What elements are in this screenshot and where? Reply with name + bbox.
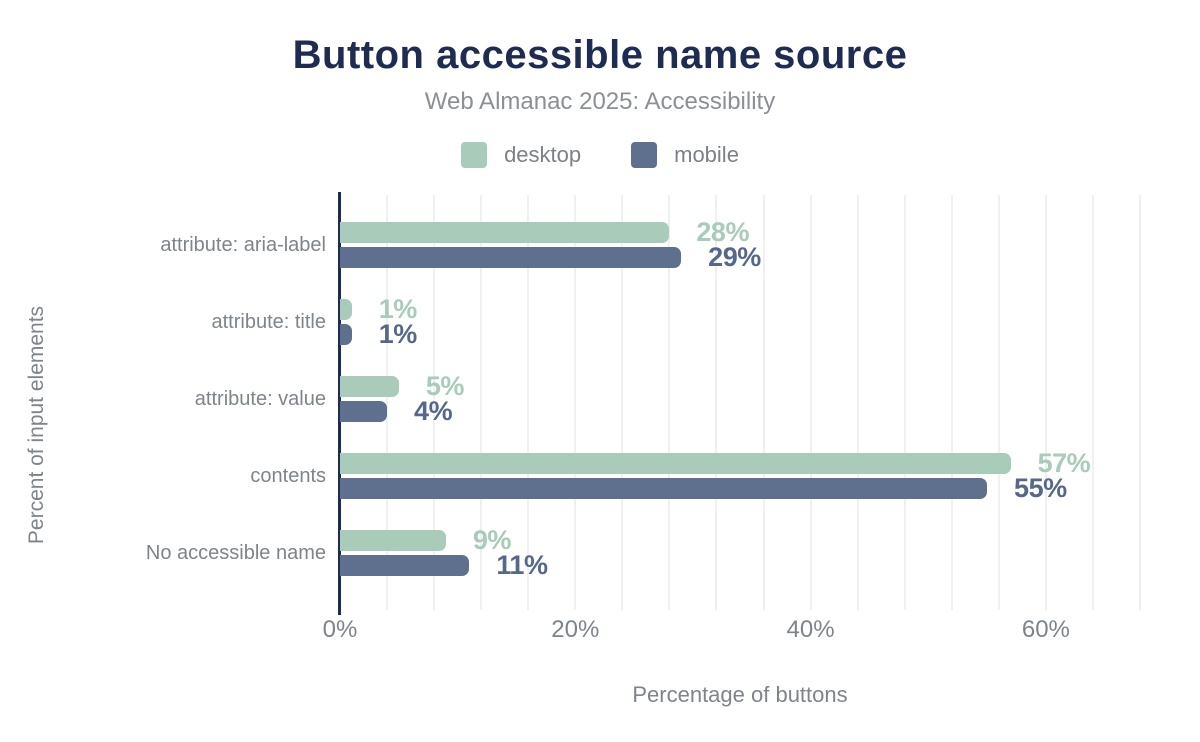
legend-item-desktop[interactable]: desktop — [461, 142, 581, 168]
gridline — [574, 195, 577, 610]
gridline — [433, 195, 436, 610]
gridline — [762, 195, 765, 610]
legend-swatch-mobile — [631, 142, 658, 168]
bar-desktop — [340, 376, 399, 397]
legend-item-mobile[interactable]: mobile — [631, 142, 739, 168]
category-label: contents — [250, 465, 326, 487]
category-label: No accessible name — [145, 542, 326, 564]
legend-label: desktop — [504, 142, 582, 167]
bar-mobile — [340, 555, 470, 576]
gridline — [1091, 195, 1094, 610]
value-label-desktop: 28% — [696, 217, 749, 247]
category-label: attribute: title — [211, 311, 326, 333]
y-axis-title: Percent of input elements — [25, 305, 48, 545]
plot-area: Percentage of buttons attribute: aria-la… — [146, 192, 1141, 707]
gridline — [480, 195, 483, 610]
bar-mobile — [340, 324, 352, 345]
bar-desktop — [340, 453, 1011, 474]
legend: desktop mobile — [0, 140, 1200, 170]
gridline — [997, 195, 1000, 610]
gridline — [668, 195, 671, 610]
x-tick-label: 0% — [322, 616, 358, 643]
value-label-desktop: 57% — [1037, 448, 1091, 478]
value-label-desktop: 1% — [378, 294, 418, 324]
x-tick-label: 20% — [551, 616, 600, 643]
chart-title: Button accessible name source — [292, 33, 908, 77]
bar-mobile — [340, 247, 682, 268]
gridline — [386, 195, 389, 610]
gridline — [856, 195, 859, 610]
y-axis-line — [338, 192, 341, 615]
gridline — [621, 195, 624, 610]
category-label: attribute: aria-label — [160, 234, 326, 256]
value-label-mobile: 55% — [1014, 473, 1067, 503]
gridline — [950, 195, 953, 610]
x-tick-label: 60% — [1021, 616, 1070, 643]
legend-label: mobile — [674, 142, 739, 167]
value-label-mobile: 29% — [708, 242, 761, 272]
bar-desktop — [340, 299, 352, 320]
x-axis-title: Percentage of buttons — [632, 682, 848, 707]
gridline — [1044, 195, 1047, 610]
bar-desktop — [340, 222, 670, 243]
gridline — [1139, 195, 1141, 610]
value-label-desktop: 5% — [425, 371, 465, 401]
value-label-mobile: 4% — [414, 396, 453, 426]
category-label: attribute: value — [194, 388, 326, 410]
gridline — [903, 195, 906, 610]
gridline — [809, 195, 812, 610]
legend-swatch-desktop — [461, 142, 488, 168]
value-label-desktop: 9% — [472, 525, 512, 555]
value-label-mobile: 11% — [496, 550, 548, 580]
chart-subtitle: Web Almanac 2025: Accessibility — [424, 88, 776, 115]
gridline — [715, 195, 718, 610]
x-tick-label: 40% — [786, 616, 835, 643]
bar-mobile — [340, 401, 388, 422]
gridline — [527, 195, 530, 610]
value-label-mobile: 1% — [378, 319, 418, 349]
bar-mobile — [340, 478, 988, 499]
bar-desktop — [340, 530, 446, 551]
